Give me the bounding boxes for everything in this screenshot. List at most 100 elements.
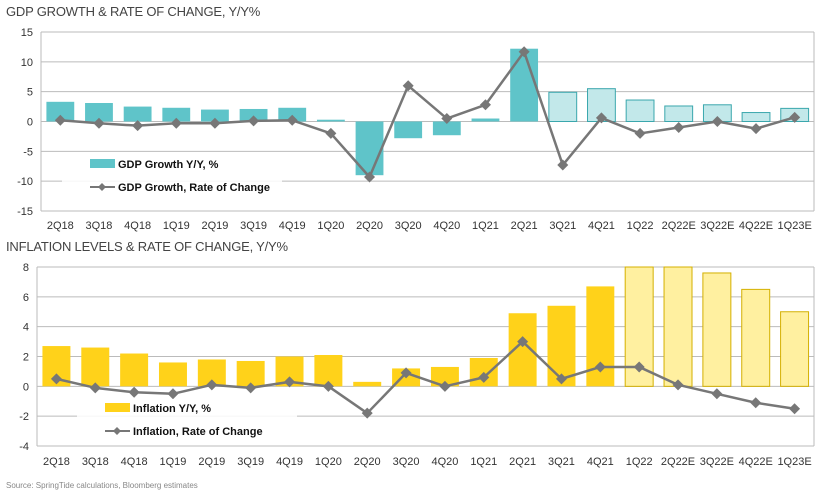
inflation-rate-marker: [711, 388, 723, 400]
inflation-y-tick-label: 4: [23, 322, 29, 334]
gdp-legend-bar-swatch: [90, 159, 115, 168]
inflation-x-tick-label: 4Q21: [587, 456, 614, 468]
inflation-x-tick-label: 4Q22E: [739, 456, 773, 468]
inflation-rate-marker: [128, 386, 140, 398]
gdp-legend-line-label: GDP Growth, Rate of Change: [118, 182, 270, 194]
gdp-bar: [162, 107, 191, 122]
gdp-bar: [664, 105, 694, 122]
gdp-y-tick-label: -10: [17, 176, 33, 188]
gdp-bar: [239, 108, 268, 122]
gdp-bar: [471, 118, 500, 122]
gdp-x-tick-label: 4Q20: [433, 220, 460, 232]
gdp-rate-marker: [364, 171, 376, 183]
inflation-rate-marker: [167, 388, 179, 400]
inflation-legend-bar-label: Inflation Y/Y, %: [133, 403, 211, 415]
inflation-y-tick-label: 2: [23, 352, 29, 364]
gdp-rate-marker: [54, 114, 66, 126]
gdp-bar: [741, 112, 771, 123]
gdp-bar: [548, 91, 578, 123]
gdp-legend-line-marker: [98, 183, 106, 191]
inflation-x-tick-label: 1Q21: [470, 456, 497, 468]
inflation-rate-marker: [245, 382, 257, 394]
inflation-rate-marker: [206, 379, 218, 391]
gdp-x-tick-label: 1Q22: [627, 220, 654, 232]
inflation-legend-line-label: Inflation, Rate of Change: [133, 426, 263, 438]
gdp-rate-marker: [750, 123, 762, 135]
gdp-rate-marker: [402, 80, 414, 92]
inflation-x-tick-label: 2Q18: [43, 456, 70, 468]
inflation-x-tick-label: 3Q19: [237, 456, 264, 468]
inflation-x-tick-label: 1Q20: [315, 456, 342, 468]
inflation-rate-marker: [594, 361, 606, 373]
gdp-x-tick-label: 2Q21: [511, 220, 538, 232]
gdp-rate-marker: [557, 159, 569, 171]
inflation-y-tick-label: 0: [23, 381, 29, 393]
gdp-bar: [432, 121, 461, 136]
inflation-rate-marker: [322, 380, 334, 392]
inflation-bar: [780, 311, 810, 387]
gdp-x-tick-label: 4Q21: [588, 220, 615, 232]
inflation-rate-marker: [400, 367, 412, 379]
gdp-x-tick-label: 4Q18: [124, 220, 151, 232]
inflation-bar: [702, 272, 732, 387]
inflation-rate-marker: [284, 376, 296, 388]
gdp-bar: [85, 103, 113, 122]
inflation-x-tick-label: 1Q22: [626, 456, 653, 468]
inflation-rate-line: [56, 340, 795, 415]
gdp-rate-marker: [93, 117, 105, 129]
gdp-x-tick-label: 3Q21: [549, 220, 576, 232]
gdp-x-tick-label: 3Q22E: [700, 220, 734, 232]
gdp-rate-marker: [441, 113, 453, 125]
inflation-y-tick-label: 8: [23, 262, 29, 274]
gdp-x-tick-label: 2Q18: [47, 220, 74, 232]
gdp-chart: 15 10 5 0 -5 -10 -15 2Q18 3Q18 4Q18 1Q19 2Q19 3Q19 4Q…: [17, 27, 815, 232]
inflation-rate-marker: [672, 379, 684, 391]
gdp-rate-marker: [209, 117, 221, 129]
inflation-rate-marker: [555, 373, 567, 385]
inflation-x-tick-label: 1Q23E: [777, 456, 811, 468]
inflation-rate-marker: [633, 361, 645, 373]
gdp-bar: [394, 121, 423, 139]
inflation-legend-bar-swatch: [105, 403, 130, 412]
gdp-rate-line: [60, 50, 796, 179]
inflation-x-tick-label: 2Q19: [198, 456, 225, 468]
inflation-rate-marker: [750, 397, 762, 409]
inflation-rate-marker: [361, 407, 373, 419]
gdp-bar: [46, 101, 75, 122]
source-note: Source: SpringTide calculations, Bloombe…: [6, 481, 198, 490]
gdp-x-tick-label: 3Q19: [240, 220, 267, 232]
inflation-bar: [81, 347, 110, 387]
inflation-x-tick-label: 4Q19: [276, 456, 303, 468]
inflation-x-tick-label: 2Q20: [354, 456, 381, 468]
gdp-rate-marker: [170, 117, 182, 129]
inflation-x-tick-label: 3Q21: [548, 456, 575, 468]
gdp-legend-bar-label: GDP Growth Y/Y, %: [118, 159, 219, 171]
gdp-bar: [123, 106, 152, 122]
gdp-rate-marker: [789, 111, 801, 123]
gdp-x-tick-label: 2Q22E: [662, 220, 696, 232]
inflation-x-tick-label: 1Q19: [160, 456, 187, 468]
gdp-bar: [625, 99, 655, 122]
gdp-x-tick-label: 4Q22E: [739, 220, 773, 232]
gdp-y-tick-label: 5: [27, 87, 33, 99]
gdp-y-tick-label: 0: [27, 117, 33, 129]
gdp-x-tick-label: 1Q23E: [778, 220, 812, 232]
gdp-rate-marker: [634, 127, 646, 139]
gdp-chart-title: GDP GROWTH & RATE OF CHANGE, Y/Y%: [6, 4, 261, 19]
gdp-rate-marker: [595, 112, 607, 124]
inflation-rate-marker: [517, 336, 529, 348]
inflation-x-tick-label: 3Q22E: [700, 456, 734, 468]
inflation-rate-marker: [789, 403, 801, 415]
gdp-rate-marker: [479, 99, 491, 111]
gdp-x-tick-label: 1Q19: [163, 220, 190, 232]
gdp-bar: [316, 119, 345, 122]
inflation-rate-marker: [89, 382, 101, 394]
inflation-bar: [547, 305, 576, 387]
inflation-x-tick-label: 4Q20: [431, 456, 458, 468]
gdp-bar: [201, 109, 229, 122]
gdp-rate-marker: [711, 116, 723, 127]
gdp-x-tick-label: 1Q21: [472, 220, 499, 232]
inflation-bar: [353, 381, 382, 387]
inflation-x-tick-label: 2Q21: [509, 456, 536, 468]
